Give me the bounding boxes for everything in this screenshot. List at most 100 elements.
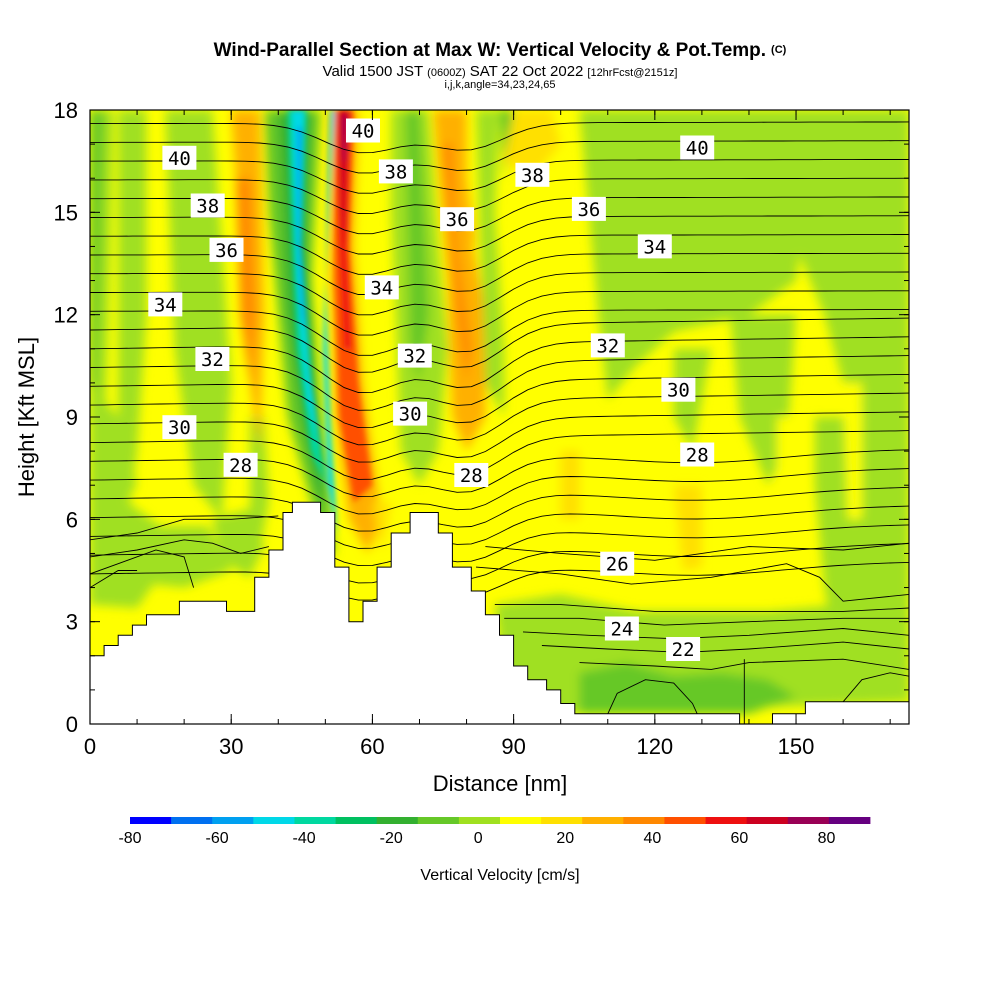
potential-temperature-contours xyxy=(90,121,909,724)
y-tick-label: 3 xyxy=(66,610,78,635)
theta-contour-label: 28 xyxy=(223,452,258,477)
theta-contour-line xyxy=(90,336,909,393)
theta-contour-label-box xyxy=(661,377,696,402)
theta-contour-line xyxy=(90,505,909,549)
y-axis-title: Height [Kft MSL] xyxy=(14,337,39,497)
theta-contour-label-box xyxy=(364,275,399,300)
theta-contour-line xyxy=(90,271,909,316)
theta-contour-label-box xyxy=(590,333,625,358)
theta-contour-line xyxy=(90,549,195,588)
theta-contour-line xyxy=(90,561,909,601)
field-region xyxy=(777,417,796,554)
theta-contour-label-text: 30 xyxy=(168,417,191,439)
field-region xyxy=(250,417,269,554)
colorbar-tick-label: 20 xyxy=(556,830,574,847)
theta-contour-label-box xyxy=(515,162,550,187)
colorbar-swatch xyxy=(376,817,419,824)
theta-contour-label-box xyxy=(190,193,225,218)
theta-contour-line xyxy=(90,140,909,174)
theta-contour-line xyxy=(90,309,909,356)
theta-contour-label-text: 38 xyxy=(521,165,544,187)
chart-subtitle-indices: i,j,k,angle=34,23,24,65 xyxy=(444,79,555,91)
field-region xyxy=(118,110,147,520)
theta-contour-label: 28 xyxy=(680,442,715,467)
theta-contour-line xyxy=(90,411,909,463)
theta-contour-line xyxy=(607,679,698,714)
theta-contour-label: 38 xyxy=(190,193,225,218)
theta-contour-label-box xyxy=(600,551,635,576)
field-region xyxy=(297,127,306,332)
theta-contour-line xyxy=(90,570,138,588)
theta-contour-label: 36 xyxy=(209,237,244,262)
theta-contour-line xyxy=(90,215,909,255)
theta-contour-label-box xyxy=(195,347,230,371)
theta-contour-label: 34 xyxy=(148,292,183,317)
colorbar-tick-label: -80 xyxy=(118,830,141,847)
theta-contour-label-box xyxy=(393,401,428,426)
theta-contour-label-text: 28 xyxy=(229,455,252,477)
colorbar-tick-label: -60 xyxy=(206,830,229,847)
colorbar-tick-label: 40 xyxy=(644,830,662,847)
field-region xyxy=(235,178,255,383)
colorbar-swatch xyxy=(705,817,748,824)
theta-contour-label-box xyxy=(162,415,197,440)
theta-contour-label-box xyxy=(346,118,380,143)
theta-contour-label: 30 xyxy=(162,415,197,440)
theta-contour-label-box xyxy=(666,637,701,661)
theta-contour-label-box xyxy=(454,463,489,487)
field-region xyxy=(579,662,796,714)
x-tick-label: 150 xyxy=(778,734,815,759)
y-tick-label: 12 xyxy=(54,303,78,328)
theta-contour-label-text: 40 xyxy=(352,121,375,143)
x-tick-label: 90 xyxy=(501,734,525,759)
plot-area: 40 38 36 34 32 30 28 40 38 36 34 32 30 28 38 36 34 32 30 28… xyxy=(90,110,909,724)
theta-contour-line xyxy=(90,159,909,194)
theta-contour-line xyxy=(90,121,909,154)
colorbar-swatch xyxy=(787,817,830,824)
theta-contour-label-box xyxy=(148,292,183,317)
chart-title: Wind-Parallel Section at Max W: Vertical… xyxy=(214,40,787,61)
colorbar-swatch xyxy=(541,817,583,824)
colorbar-swatch xyxy=(623,817,665,824)
x-tick-label: 0 xyxy=(84,734,96,759)
x-axis-title: Distance [nm] xyxy=(433,771,568,796)
theta-contour-label: 24 xyxy=(604,616,639,641)
colorbar-swatch xyxy=(500,817,542,824)
theta-contour-line xyxy=(90,317,909,373)
theta-contour-label: 28 xyxy=(454,463,489,487)
x-tick-label: 60 xyxy=(360,734,384,759)
theta-contour-label-box xyxy=(680,135,715,160)
theta-contour-label-box xyxy=(604,616,639,641)
contour-labels: 40 38 36 34 32 30 28 40 38 36 34 32 30 28 38 36 34 32 30 28… xyxy=(148,118,715,661)
theta-contour-label-box xyxy=(223,452,258,477)
theta-contour-label-text: 36 xyxy=(446,209,469,231)
theta-contour-label-text: 34 xyxy=(154,294,177,316)
theta-contour-label: 38 xyxy=(378,159,413,184)
theta-contour-label: 34 xyxy=(637,234,672,259)
theta-contour-line xyxy=(90,177,909,214)
field-region xyxy=(90,485,232,588)
theta-contour-line xyxy=(579,658,909,670)
colorbar-tick-label: 80 xyxy=(818,830,836,847)
theta-contour-line xyxy=(522,628,909,640)
theta-contour-label: 30 xyxy=(661,377,696,402)
field-region xyxy=(857,382,909,554)
theta-contour-label-text: 38 xyxy=(196,196,219,218)
theta-contour-line xyxy=(90,468,909,515)
chart-subtitle: Valid 1500 JST (0600Z) SAT 22 Oct 2022 [12h… xyxy=(323,63,678,80)
colorbar-swatch xyxy=(253,817,295,824)
theta-contour-line xyxy=(504,617,909,626)
y-tick-label: 18 xyxy=(54,98,78,123)
theta-contour-line xyxy=(494,604,909,612)
theta-contour-line xyxy=(90,290,909,336)
theta-contour-label-box xyxy=(637,234,672,259)
y-tick-label: 9 xyxy=(66,405,78,430)
theta-contour-label: 40 xyxy=(162,145,197,170)
theta-contour-label-text: 30 xyxy=(399,404,422,426)
theta-contour-label: 32 xyxy=(590,333,625,358)
theta-contour-label-text: 40 xyxy=(168,148,191,170)
theta-contour-label: 22 xyxy=(666,637,701,661)
theta-contour-line xyxy=(541,641,909,653)
theta-contour-label: 34 xyxy=(364,275,399,300)
